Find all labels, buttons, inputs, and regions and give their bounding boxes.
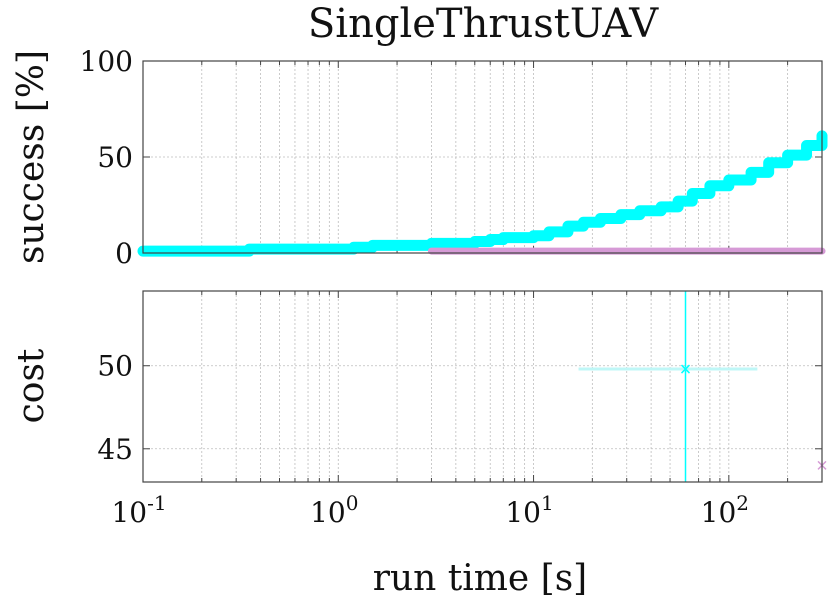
x-axis-label: run time [s] [373,558,587,599]
chart-title: SingleThrustUAV [308,1,659,47]
bottom-gridlines [142,291,823,482]
x-tick-label: 10-1 [111,491,166,529]
top-plot-frame [142,60,823,254]
top-gridlines [142,60,823,254]
y-tick-label: 100 [80,45,133,78]
x-tick-label: 102 [701,491,749,529]
y-tick-label: 50 [97,350,133,383]
bottom-y-axis-label: cost [11,348,52,423]
top-y-ticks: 0 50 100 [80,45,133,270]
success-series-line-0 [137,130,828,257]
y-tick-label: 50 [97,141,133,174]
bottom-plot-frame [142,290,823,483]
x-tick-label: 101 [505,491,553,529]
y-tick-label: 0 [115,237,133,270]
bottom-x-ticks: 10-1 100 101 102 [111,491,749,529]
bottom-series-layer [578,291,827,482]
bottom-panel: 45 50 10-1 100 101 102 cost run time [s] [11,290,827,599]
cost-point-marker [680,364,691,374]
x-tick-label: 100 [310,491,358,529]
top-y-axis-label: success [%] [11,50,52,264]
top-series-layer [137,130,828,257]
y-tick-label: 45 [97,433,133,466]
marker-stroke [680,364,691,374]
bottom-y-ticks: 45 50 [97,350,133,466]
top-panel: 0 50 100 success [%] [11,45,828,270]
